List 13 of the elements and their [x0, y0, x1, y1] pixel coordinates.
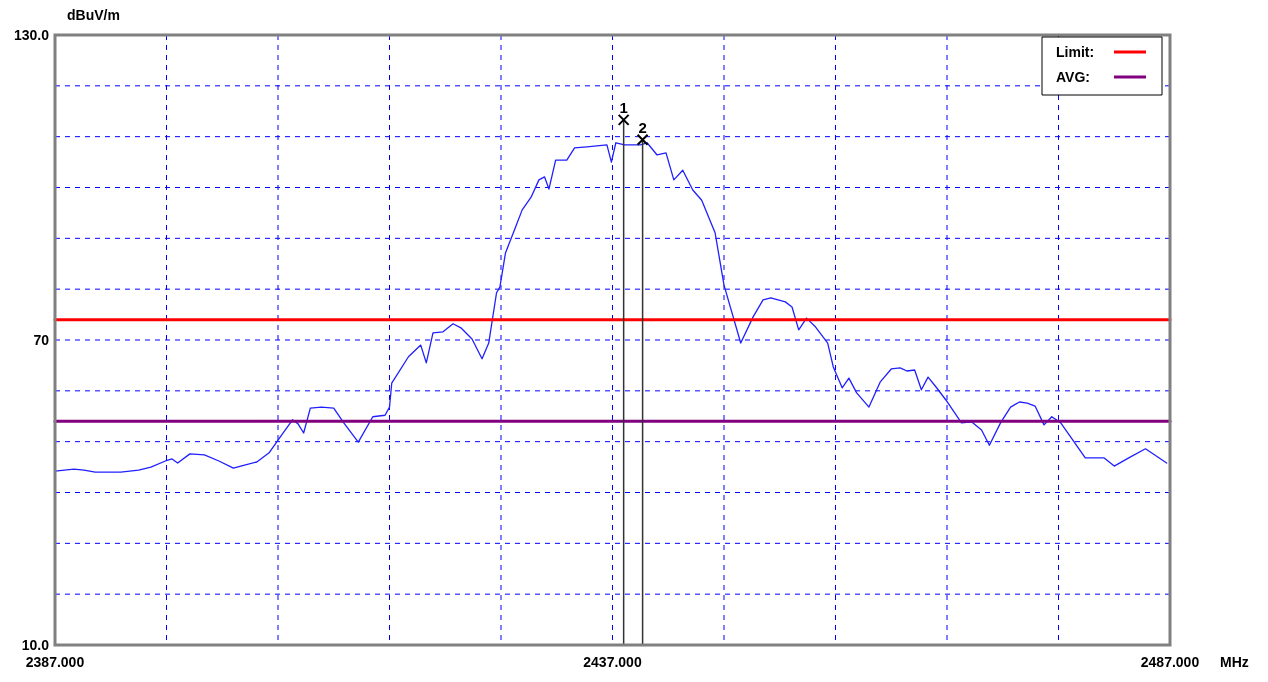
- x-axis-title: MHz: [1220, 654, 1249, 670]
- annotation: 2: [638, 118, 647, 136]
- y-tick-label: 10.0: [21, 636, 50, 653]
- legend-label: Limit:: [1056, 44, 1095, 60]
- y-axis-title: dBuV/m: [67, 7, 120, 23]
- x-tick-label: 2487.000: [1140, 654, 1200, 670]
- line-series: [54, 142, 1168, 473]
- y-tick-label: 70: [33, 331, 50, 348]
- y-tick-label: 130.0: [13, 26, 50, 43]
- x-tick-label: 2437.000: [583, 654, 642, 670]
- annotation: 1: [619, 98, 628, 116]
- x-tick-label: 2387.000: [25, 654, 85, 670]
- legend-label: AVG:: [1056, 69, 1090, 85]
